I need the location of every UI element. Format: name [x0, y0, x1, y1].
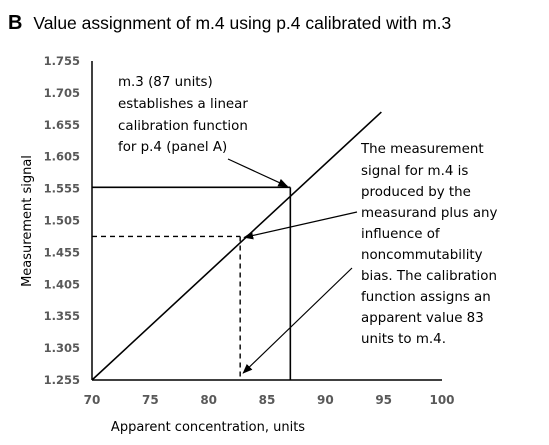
annotation-m4-line: noncommutability: [361, 248, 483, 263]
chart-title-text: Value assignment of m.4 using p.4 calibr…: [33, 13, 451, 33]
chart-title: B Value assignment of m.4 using p.4 cali…: [8, 12, 451, 34]
annotation-m4-line: signal for m.4 is: [361, 164, 468, 179]
x-axis-label: Apparent concentration, units: [111, 420, 305, 435]
x-tick-label: 95: [375, 393, 392, 407]
y-tick-label: 1.555: [44, 182, 80, 196]
annotation-m3-line: for p.4 (panel A): [118, 140, 227, 155]
x-tick-label: 75: [142, 393, 159, 407]
y-tick-label: 1.755: [44, 54, 80, 68]
y-tick-labels: 1.255 1.305 1.355 1.405 1.455 1.505 1.555 1.605…: [44, 54, 80, 387]
x-tick-label: 90: [317, 393, 334, 407]
y-tick-label: 1.355: [44, 309, 80, 323]
x-tick-label: 85: [259, 393, 276, 407]
annotation-m3-arrow: [227, 158, 289, 187]
y-tick-label: 1.405: [44, 277, 80, 291]
annotation-m4-line: produced by the: [361, 185, 471, 200]
annotation-m4-line: apparent value 83: [361, 311, 484, 326]
y-tick-label: 1.455: [44, 245, 80, 259]
y-axis-label: Measurement signal: [20, 155, 35, 287]
annotation-m3-line: m.3 (87 units): [118, 75, 213, 90]
annotation-m4-line: bias. The calibration: [361, 269, 497, 284]
annotation-m3-line: establishes a linear: [118, 97, 248, 112]
x-tick-label: 70: [84, 393, 101, 407]
annotation-m4: The measurement signal for m.4 is produc…: [360, 142, 502, 347]
annotation-m4-line: measurand plus any: [361, 206, 498, 221]
annotation-m4-line: influence of: [361, 227, 440, 242]
panel-label: B: [8, 12, 22, 34]
annotation-m3-line: calibration function: [118, 119, 248, 134]
annotation-m4-line: units to m.4.: [361, 332, 446, 347]
x-tick-label: 100: [429, 393, 454, 407]
annotation-m3: m.3 (87 units) establishes a linear cali…: [118, 75, 252, 155]
annotation-m4-arrow-signal: [243, 211, 358, 240]
x-tick-labels: 70 75 80 85 90 95 100: [84, 393, 455, 407]
annotation-m4-line: function assigns an: [361, 290, 491, 305]
y-tick-label: 1.605: [44, 150, 80, 164]
y-tick-label: 1.505: [44, 214, 80, 228]
y-tick-label: 1.255: [44, 373, 80, 387]
y-tick-label: 1.305: [44, 341, 80, 355]
annotation-m4-line: The measurement: [360, 142, 484, 157]
y-tick-label: 1.705: [44, 86, 80, 100]
x-tick-label: 80: [200, 393, 217, 407]
annotation-m4-arrow-value: [242, 267, 353, 374]
y-tick-label: 1.655: [44, 118, 80, 132]
calibration-line: [91, 111, 382, 381]
